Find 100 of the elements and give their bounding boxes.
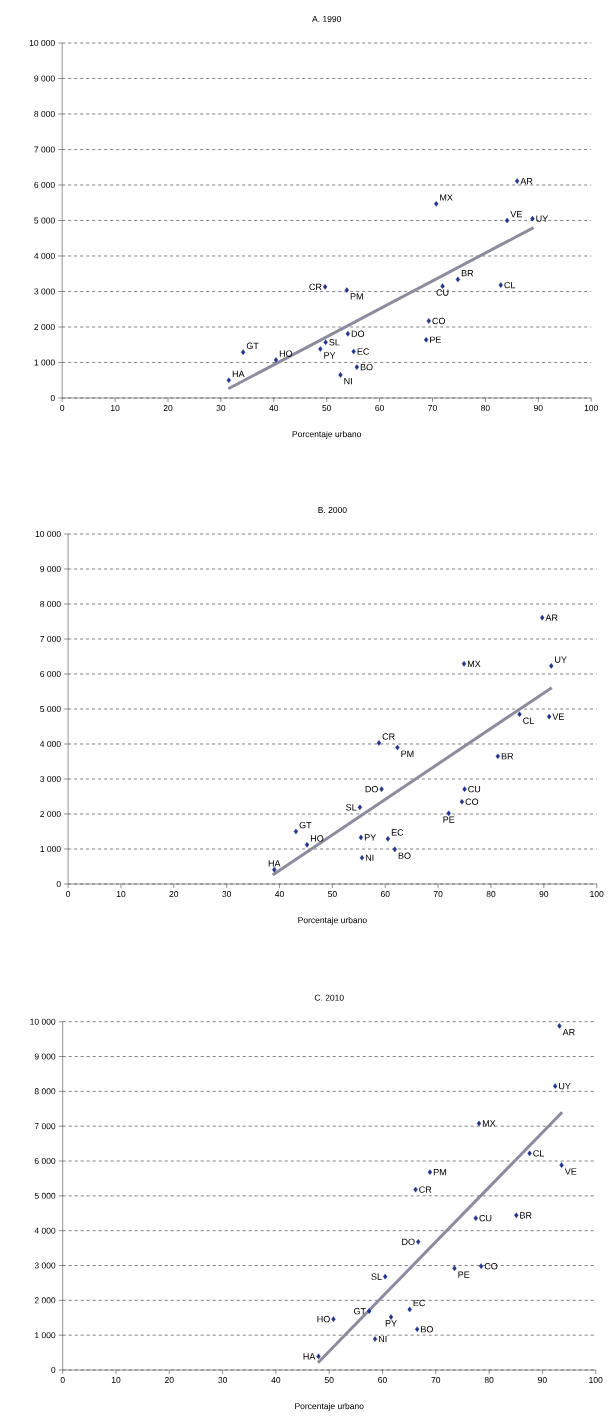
chart-title: A. 1990 [312,15,342,22]
point [354,364,359,370]
point [351,348,356,355]
annotation: DO [402,1238,415,1246]
annotation: MX [440,194,453,201]
point [461,661,467,667]
point [455,276,461,283]
point [546,713,552,720]
x-tick-label: 90 [533,405,543,412]
annotation: GT [299,821,312,829]
x-tick-label: 70 [433,891,443,898]
annotation: BO [398,852,411,859]
x-tick-label: 60 [380,891,390,898]
point [357,804,363,811]
point [385,836,391,842]
point [440,283,445,289]
annotation: PE [443,816,455,823]
point [498,282,503,288]
point [344,287,349,293]
point [322,284,328,290]
annotation: PE [430,336,441,343]
annotation: NI [378,1335,387,1343]
x-tick-label: 0 [66,891,71,898]
x-tick-label: 20 [169,891,179,898]
point [345,330,351,337]
annotation: NI [344,378,352,385]
annotation: PY [385,1320,397,1327]
point [323,339,328,346]
x-tick-label: 100 [584,405,598,412]
annotation: EC [413,1299,426,1307]
x-tick-label: 20 [163,405,173,412]
annotation: AR [520,177,533,185]
point [540,614,545,621]
point [462,786,467,792]
annotation: VE [552,713,564,720]
y-tick-label: 0 [56,880,61,887]
x-tick-label: 100 [590,891,604,898]
point [293,828,299,835]
point [495,753,501,760]
point [316,1353,321,1360]
point [530,215,535,222]
x-tick-label: 70 [428,405,437,412]
point [226,377,231,384]
x-tick-label: 30 [218,1377,227,1384]
annotation: VE [510,211,522,218]
point [473,1215,478,1221]
x-tick-label: 10 [111,1377,121,1384]
annotation: CU [479,1214,492,1222]
annotation: UY [536,215,548,222]
y-tick-label: 1 000 [34,359,55,366]
x-axis-title: Porcentaje urbano [295,1402,364,1411]
y-tick-label: 5 000 [40,705,61,712]
point [553,1083,558,1089]
annotation: GT [353,1307,366,1315]
point [415,1326,420,1333]
point [407,1306,412,1313]
x-axis-title: Porcentaje urbano [292,430,362,439]
annotation: BR [461,270,474,277]
annotation: BO [421,1326,433,1333]
x-tick-label: 70 [431,1377,441,1384]
x-tick-label: 80 [481,405,490,412]
point [559,1162,564,1168]
y-tick-label: 9 000 [34,1053,56,1060]
annotation: SL [346,804,357,811]
annotation: PY [364,834,376,841]
annotation: EC [357,348,370,355]
point [273,357,279,363]
point [514,178,520,184]
y-tick-label: 3 000 [34,1262,56,1269]
x-tick-label: 90 [538,1377,547,1384]
x-tick-label: 90 [539,891,549,898]
y-tick-label: 7 000 [40,635,61,642]
point [376,740,382,746]
point [395,744,400,751]
point [367,1308,372,1314]
annotation: CR [382,733,395,740]
annotation: AR [545,614,558,621]
annotation: GT [246,342,259,349]
point [459,798,465,805]
x-tick-label: 50 [324,1377,334,1384]
point [372,1336,378,1342]
annotation: NI [365,854,374,861]
y-tick-label: 8 000 [34,1088,56,1095]
point [452,1265,457,1272]
point [504,217,510,224]
point [476,1120,482,1127]
annotation: CO [432,317,446,325]
point [427,1169,433,1175]
annotation: BR [520,1212,532,1219]
point [557,1023,562,1029]
point [413,1186,418,1193]
point [240,349,246,355]
annotation: MX [467,660,481,667]
annotation: HO [317,1315,330,1323]
x-tick-label: 40 [269,405,279,412]
annotation: CL [533,1150,545,1157]
point [379,786,384,792]
point [331,1316,336,1322]
y-tick-label: 4 000 [39,740,61,747]
y-tick-label: 4 000 [34,1227,56,1234]
